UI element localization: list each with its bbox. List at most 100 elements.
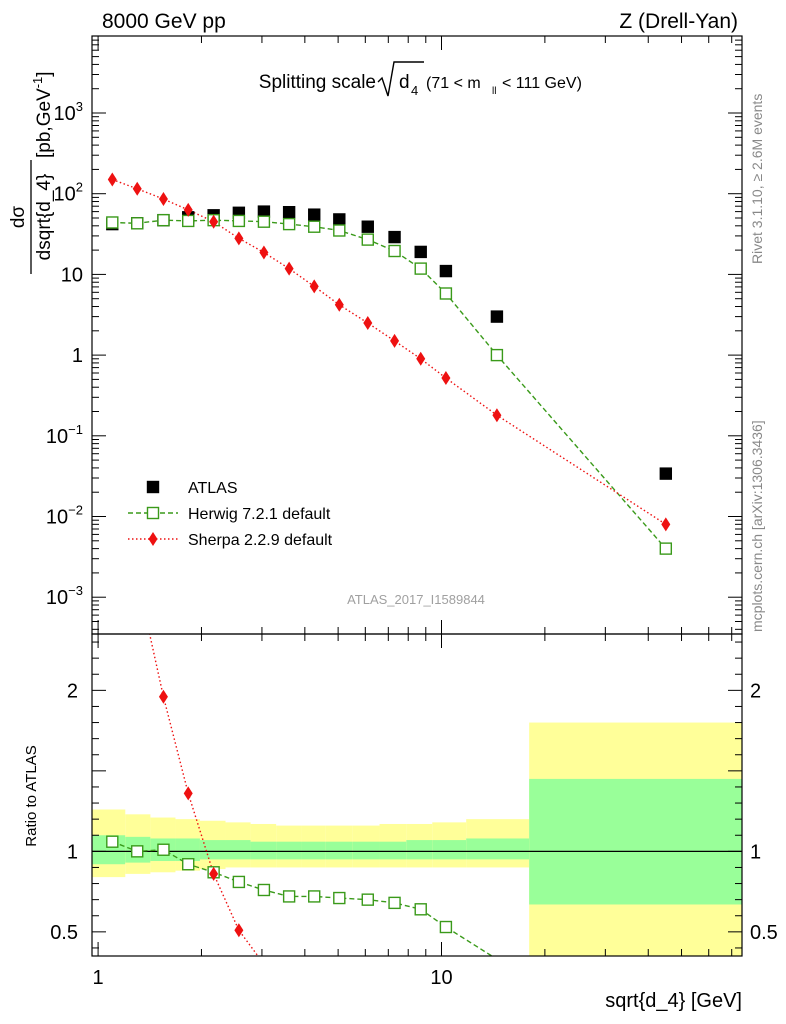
y-tick-label: 103 xyxy=(54,99,83,125)
y-tick-base: 1 xyxy=(72,345,83,367)
title-sym: d xyxy=(399,72,410,93)
sherpa-point xyxy=(334,297,344,312)
watermark: ATLAS_2017_I1589844 xyxy=(347,592,485,607)
y-tick-base: 10 xyxy=(54,184,76,206)
rivet-label: Rivet 3.1.10, ≥ 2.6M events xyxy=(749,94,765,264)
y-tick-exp: 2 xyxy=(76,180,83,195)
legend-label: ATLAS xyxy=(188,480,238,497)
atlas-point xyxy=(308,208,321,221)
header-right: Z (Drell-Yan) xyxy=(619,10,738,33)
y-tick-exp: −3 xyxy=(68,583,83,598)
sherpa-point xyxy=(416,351,426,366)
sherpa-point xyxy=(183,202,193,217)
title-range-open: (71 < m xyxy=(426,75,481,92)
herwig-line xyxy=(112,219,667,550)
ratio-frame xyxy=(91,633,743,957)
ratio-band-inner xyxy=(352,841,380,860)
legend: ATLAS Herwig 7.2.1 default Sherpa 2.2.9 de… xyxy=(128,480,333,549)
y-tick-label: 10−2 xyxy=(46,503,83,529)
sherpa-point xyxy=(107,172,117,187)
sherpa-point xyxy=(390,333,400,348)
ratio-herwig-point xyxy=(257,883,271,897)
herwig-point xyxy=(439,287,453,300)
sherpa-point xyxy=(309,279,319,294)
ratio-band-inner xyxy=(529,778,742,905)
ratio-herwig-point xyxy=(333,891,346,905)
ratio-herwig-point xyxy=(182,858,195,871)
atlas-point xyxy=(414,245,427,259)
sherpa-point xyxy=(132,181,142,196)
sqrt-symbol xyxy=(377,61,424,97)
y-tick-label: 102 xyxy=(54,180,83,206)
ylabel-unit-exp: -1 xyxy=(30,77,45,89)
y-tick-exp: 3 xyxy=(76,99,83,114)
atlas-point xyxy=(333,213,346,226)
y-tick-label: 1 xyxy=(72,345,83,367)
herwig-point xyxy=(157,213,170,227)
ylabel-numerator: dσ xyxy=(8,206,29,229)
y-tick-base: 10 xyxy=(46,587,68,609)
herwig-point xyxy=(106,216,119,229)
sherpa-line xyxy=(112,178,667,525)
ratio-herwig-point xyxy=(308,890,321,903)
sherpa-point xyxy=(259,245,269,260)
ratio-band-inner xyxy=(250,841,277,860)
ratio-bands xyxy=(92,722,742,956)
ratio-band-inner xyxy=(466,838,530,860)
y-tick-label: 10−3 xyxy=(46,583,83,609)
y-tick-exp: −1 xyxy=(68,422,83,437)
ylabel-unit-text: [pb,GeV xyxy=(34,88,55,158)
y-tick-label: 10 xyxy=(61,264,83,286)
ratio-band-inner xyxy=(276,841,302,860)
herwig-point xyxy=(282,217,296,231)
herwig-point xyxy=(659,542,673,555)
sherpa-point xyxy=(661,517,671,532)
y-tick-base: 10 xyxy=(46,426,68,448)
main-marks xyxy=(106,172,673,555)
ratio-band-inner xyxy=(432,840,467,860)
atlas-point xyxy=(490,310,504,323)
legend-herwig-marker xyxy=(146,506,160,520)
ratio-herwig-point xyxy=(131,845,144,858)
atlas-point xyxy=(282,205,296,219)
sherpa-point xyxy=(158,191,168,206)
sherpa-point xyxy=(284,261,294,276)
atlas-point xyxy=(257,205,271,218)
ratio-herwig-point xyxy=(157,843,170,856)
ratio-y-tick-label-right: 2 xyxy=(750,680,761,702)
herwig-point xyxy=(333,224,346,237)
herwig-point xyxy=(361,233,374,246)
ratio-band-inner xyxy=(225,840,251,860)
herwig-point xyxy=(131,217,144,230)
ratio-herwig-point xyxy=(361,893,374,906)
y-tick-base: 10 xyxy=(61,264,83,286)
sherpa-point xyxy=(209,214,219,229)
ratio-ylabel: Ratio to ATLAS xyxy=(23,745,40,846)
ratio-marks xyxy=(106,634,494,956)
ratio-herwig-point xyxy=(388,896,401,910)
atlas-point xyxy=(361,220,374,233)
herwig-point xyxy=(490,348,504,362)
ratio-band-inner xyxy=(175,838,200,862)
ratio-sherpa-point xyxy=(209,866,219,881)
herwig-point xyxy=(232,214,246,228)
y-tick-base: 10 xyxy=(46,507,68,529)
ratio-band-inner xyxy=(301,841,326,860)
title-main: Splitting scale xyxy=(259,72,376,93)
ratio-y-tick-label-right: 0.5 xyxy=(750,922,778,944)
atlas-point xyxy=(659,467,673,480)
ratio-y-tick-label: 0.5 xyxy=(50,922,78,944)
herwig-point xyxy=(388,244,401,258)
ratio-band-inner xyxy=(379,841,407,860)
ylabel-unit: [pb,GeV-1] xyxy=(30,71,55,158)
ratio-band-inner xyxy=(406,840,433,860)
ratio-y-tick-label: 2 xyxy=(67,680,78,702)
ratio-herwig-point xyxy=(439,920,453,934)
title-sub: 4 xyxy=(411,83,418,98)
title-range-close: < 111 GeV) xyxy=(502,75,582,92)
atlas-point xyxy=(388,230,401,244)
ratio-herwig-point xyxy=(232,875,246,889)
sherpa-point xyxy=(234,231,244,246)
header-left: 8000 GeV pp xyxy=(102,10,226,33)
x-tick-label: 10 xyxy=(430,967,452,989)
